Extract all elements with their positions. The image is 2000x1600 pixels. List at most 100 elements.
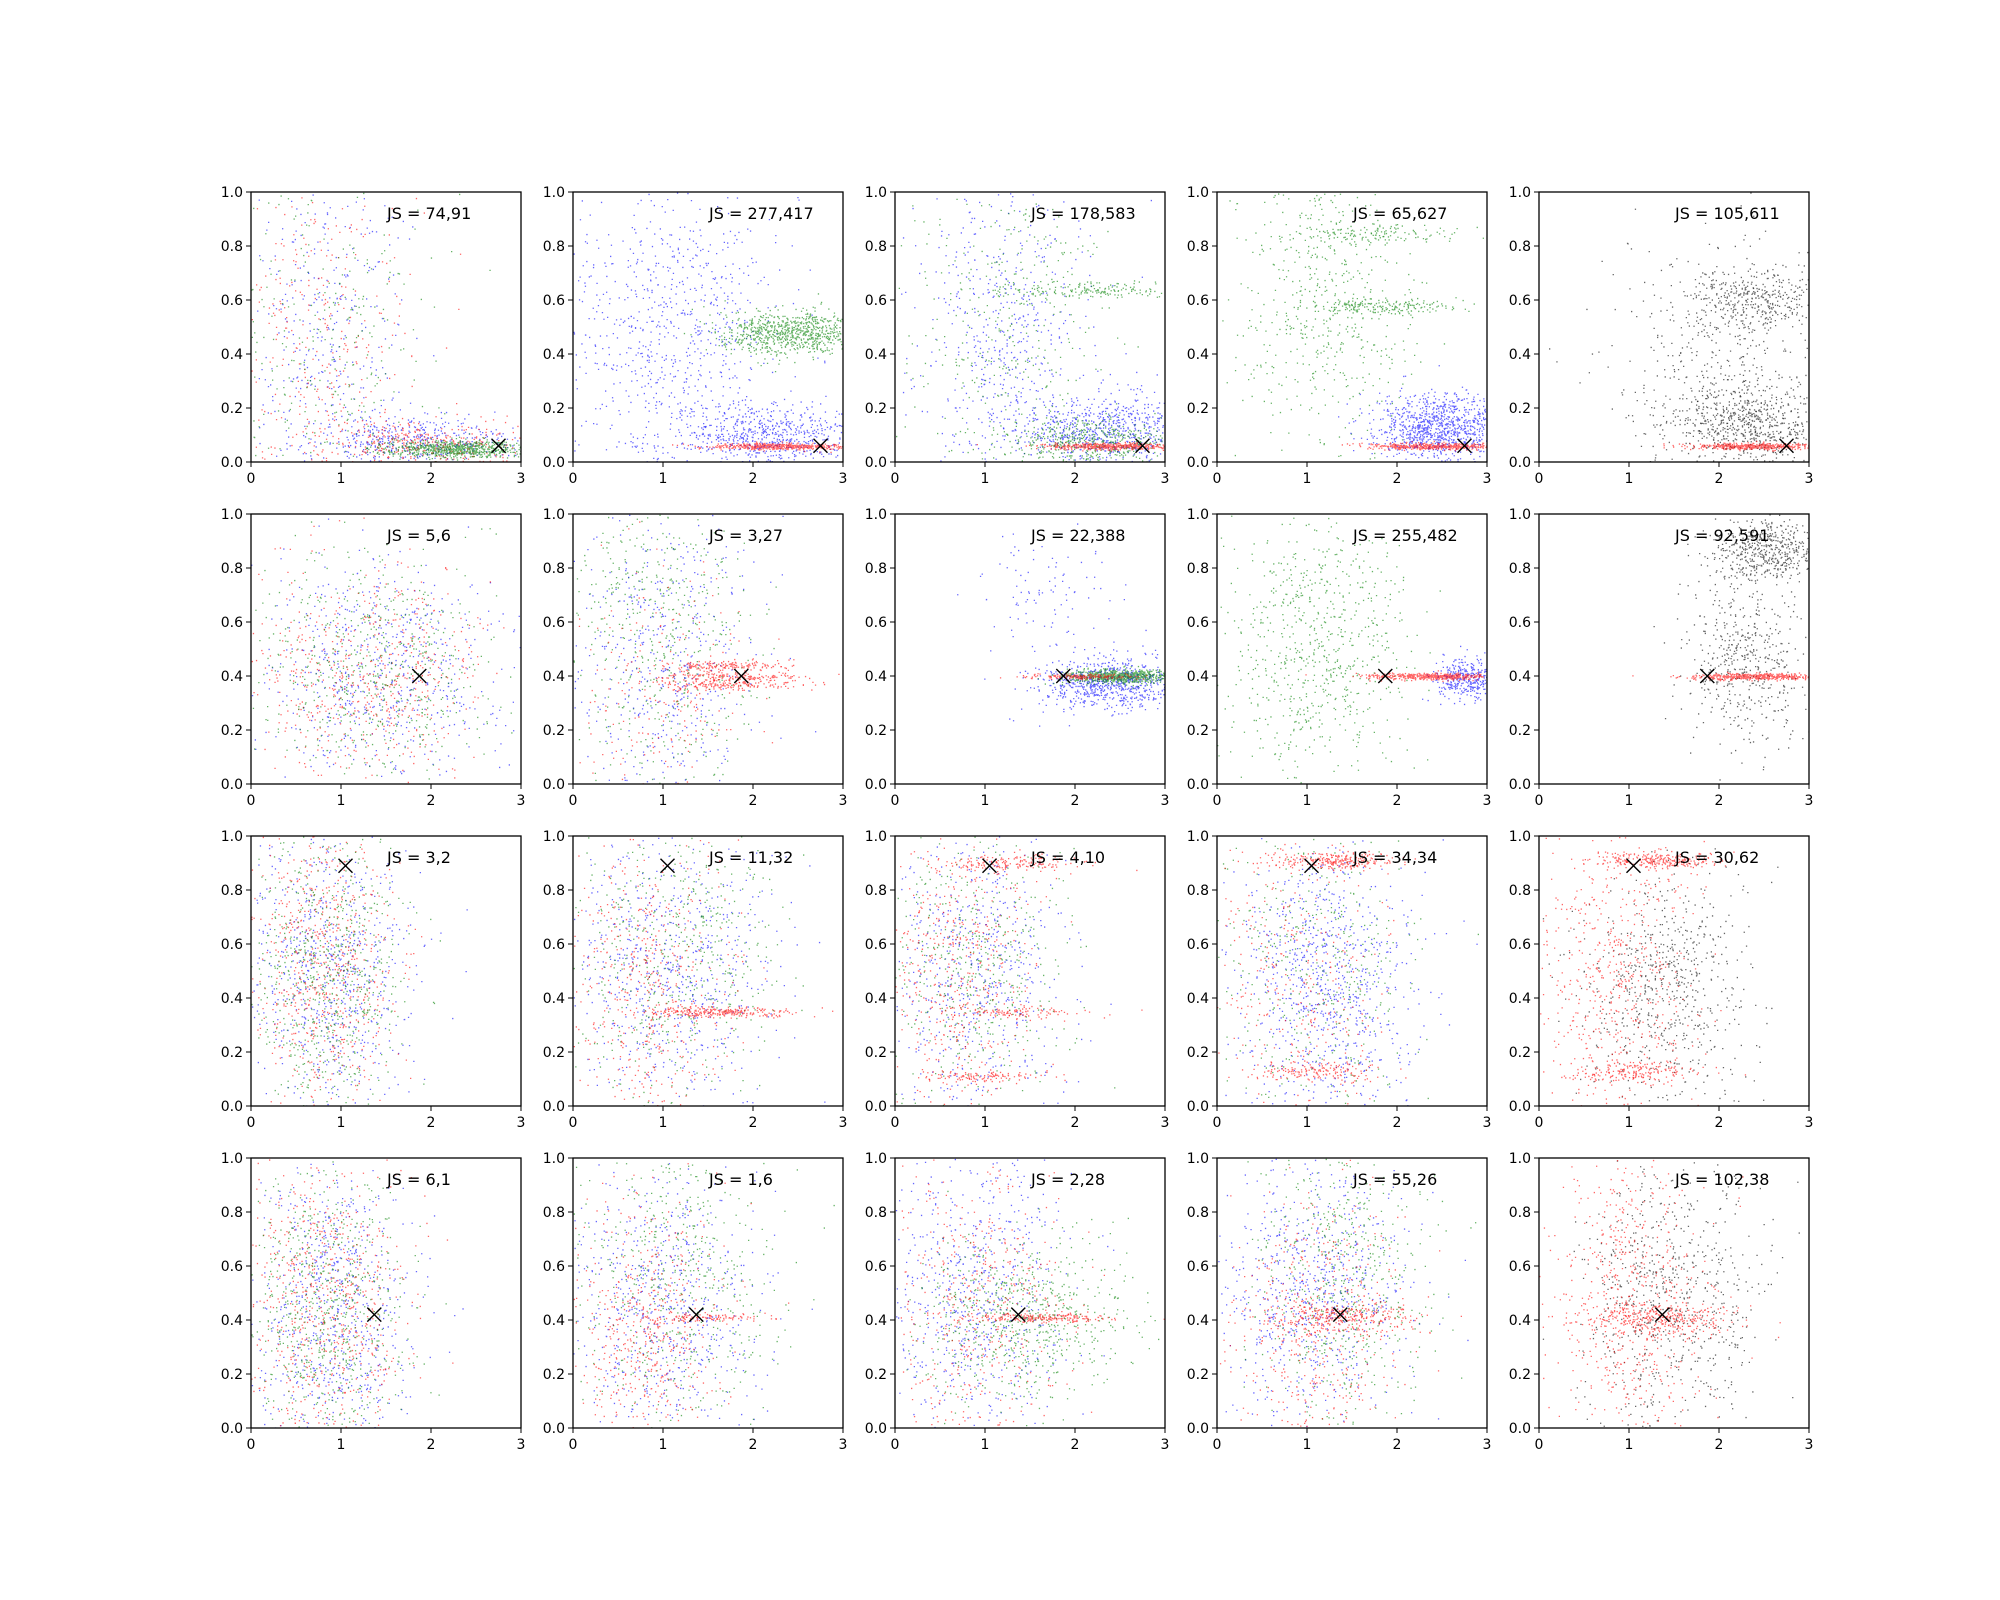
y-tick-label: 1.0 [1509, 1151, 1531, 1167]
point-cluster-blue [251, 1163, 464, 1428]
point-cluster-green [969, 276, 1163, 309]
point-cluster-red [1228, 1051, 1407, 1085]
y-tick-label: 0.2 [221, 1045, 243, 1061]
x-tick-label: 3 [839, 793, 848, 809]
x-tick-label: 1 [337, 793, 346, 809]
axes-frame [250, 1157, 522, 1429]
y-tick-label: 0.0 [1187, 1421, 1209, 1437]
x-tick-label: 0 [569, 1115, 578, 1131]
x-tick-label: 0 [891, 1115, 900, 1131]
axes-frame [250, 513, 522, 785]
y-tick-label: 0.2 [1509, 401, 1531, 417]
point-cluster-black [1653, 528, 1809, 781]
x-marker [813, 438, 828, 454]
y-tick-label: 1.0 [543, 1151, 565, 1167]
point-cluster-green [1261, 219, 1484, 249]
subplot-9: 0 1 2 3 0.0 0.2 0.4 0.6 0.8 1.0 JS = 255,482 [1187, 507, 1492, 809]
point-cluster-red [1219, 1159, 1441, 1428]
point-cluster-red [1663, 440, 1809, 452]
axes-frame [894, 1157, 1166, 1429]
y-tick-label: 0.2 [543, 1045, 565, 1061]
x-tick-label: 1 [981, 1437, 990, 1453]
y-tick-label: 0.2 [543, 401, 565, 417]
y-tick-label: 0.0 [1509, 455, 1531, 471]
x-marker [366, 1307, 382, 1323]
y-tick-label: 0.8 [865, 239, 887, 255]
point-cluster-green [683, 293, 843, 373]
point-cluster-red [649, 667, 840, 687]
point-cluster-red [1305, 670, 1487, 683]
point-cluster-red [638, 658, 795, 673]
y-tick-label: 0.4 [221, 991, 243, 1007]
axes-frame [572, 835, 844, 1107]
point-cluster-red [1217, 843, 1395, 1106]
y-tick-label: 1.0 [865, 1151, 887, 1167]
subplot-5: 0 1 2 3 0.0 0.2 0.4 0.6 0.8 1.0 JS = 105,611 [1509, 185, 1814, 487]
y-tick-label: 0.4 [1187, 669, 1209, 685]
point-cluster-red [1571, 848, 1742, 875]
subplot-2: 0 1 2 3 0.0 0.2 0.4 0.6 0.8 1.0 JS = 277,417 [543, 185, 848, 487]
point-cluster-black [1542, 1160, 1800, 1428]
x-tick-label: 0 [247, 471, 256, 487]
y-tick-label: 1.0 [1509, 829, 1531, 845]
point-cluster-red [251, 1159, 454, 1428]
y-tick-label: 1.0 [543, 185, 565, 201]
y-tick-label: 0.0 [1509, 1421, 1531, 1437]
x-tick-label: 0 [569, 1437, 578, 1453]
y-tick-label: 0.2 [1509, 1367, 1531, 1383]
y-tick-label: 0.4 [221, 669, 243, 685]
point-cluster-green [1037, 665, 1165, 690]
y-tick-label: 0.6 [543, 937, 565, 953]
y-tick-label: 0.8 [865, 1205, 887, 1221]
y-tick-label: 0.6 [1509, 1259, 1531, 1275]
point-cluster-blue [1422, 645, 1487, 706]
x-tick-label: 3 [517, 793, 526, 809]
subplot-17: 0 1 2 3 0.0 0.2 0.4 0.6 0.8 1.0 JS = 1,6 [543, 1151, 848, 1453]
x-tick-label: 2 [749, 793, 758, 809]
x-tick-label: 0 [569, 793, 578, 809]
y-tick-label: 0.6 [221, 1259, 243, 1275]
y-tick-label: 0.6 [221, 937, 243, 953]
y-tick-label: 0.4 [865, 347, 887, 363]
js-annotation: JS = 3,2 [386, 848, 451, 867]
y-tick-label: 0.6 [865, 293, 887, 309]
axes-frame [1216, 835, 1488, 1107]
point-cluster-green [967, 405, 1163, 462]
y-tick-label: 0.4 [543, 1313, 565, 1329]
y-tick-label: 0.4 [1509, 347, 1531, 363]
y-tick-label: 0.2 [221, 1367, 243, 1383]
x-tick-label: 0 [891, 1437, 900, 1453]
y-tick-label: 1.0 [1187, 507, 1209, 523]
y-tick-label: 0.6 [1509, 937, 1531, 953]
point-cluster-blue [957, 523, 1127, 727]
x-tick-label: 1 [981, 1115, 990, 1131]
scatter-points [1217, 515, 1487, 784]
scatter-points [251, 517, 521, 784]
x-tick-label: 0 [569, 471, 578, 487]
x-tick-label: 0 [1213, 1115, 1222, 1131]
y-tick-label: 1.0 [1509, 185, 1531, 201]
point-cluster-red [624, 1005, 834, 1019]
point-cluster-blue [573, 1163, 813, 1428]
x-tick-label: 3 [839, 1115, 848, 1131]
js-annotation: JS = 277,417 [708, 204, 814, 223]
x-marker [1654, 1307, 1670, 1323]
y-tick-label: 0.6 [543, 293, 565, 309]
y-tick-label: 0.2 [1187, 723, 1209, 739]
js-annotation: JS = 30,62 [1674, 848, 1759, 867]
x-tick-label: 0 [1213, 471, 1222, 487]
x-tick-label: 1 [1303, 1115, 1312, 1131]
axes-frame [1216, 191, 1488, 463]
x-tick-label: 2 [1071, 793, 1080, 809]
scatter-points [1218, 1158, 1477, 1428]
y-tick-label: 1.0 [865, 185, 887, 201]
y-tick-label: 0.6 [543, 615, 565, 631]
js-annotation: JS = 74,91 [386, 204, 471, 223]
x-tick-label: 1 [659, 1437, 668, 1453]
y-tick-label: 0.4 [1509, 1313, 1531, 1329]
x-marker [733, 668, 749, 684]
scatter-points [1217, 838, 1479, 1106]
scatter-points [573, 192, 843, 462]
point-cluster-green [252, 521, 521, 780]
y-tick-label: 0.0 [543, 777, 565, 793]
